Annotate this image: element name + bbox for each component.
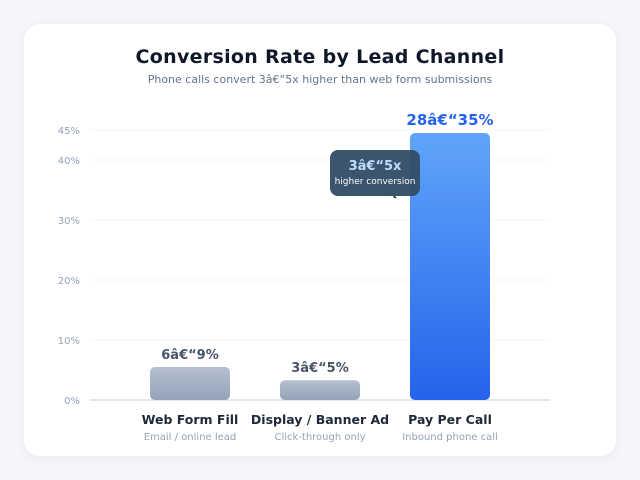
y-tick-label: 10%: [58, 336, 80, 347]
data-label: 28â€“35%: [406, 111, 493, 129]
annotation-text: higher conversion: [335, 177, 416, 187]
annotation-callout: [330, 150, 420, 196]
chart-title: Conversion Rate by Lead Channel: [135, 46, 505, 68]
bar: [280, 380, 360, 400]
chart-subtitle: Phone calls convert 3â€“5x higher than w…: [147, 73, 493, 86]
annotation-value: 3â€“5x: [349, 159, 402, 174]
category-label: Display / Banner Ad: [251, 412, 389, 427]
data-label: 3â€“5%: [291, 361, 348, 376]
bar-highlight: [410, 133, 490, 400]
category-sublabel: Email / online lead: [144, 432, 237, 443]
category-label: Pay Per Call: [408, 412, 492, 427]
y-tick-label: 20%: [58, 276, 80, 287]
category-sublabel: Click-through only: [274, 432, 365, 443]
category-label: Web Form Fill: [142, 412, 239, 427]
y-tick-label: 45%: [58, 126, 80, 137]
y-tick-label: 40%: [58, 156, 80, 167]
data-label: 6â€“9%: [161, 348, 218, 363]
y-tick-label: 30%: [58, 216, 80, 227]
y-tick-label: 0%: [64, 396, 80, 407]
category-sublabel: Inbound phone call: [402, 432, 498, 443]
bar: [150, 367, 230, 400]
